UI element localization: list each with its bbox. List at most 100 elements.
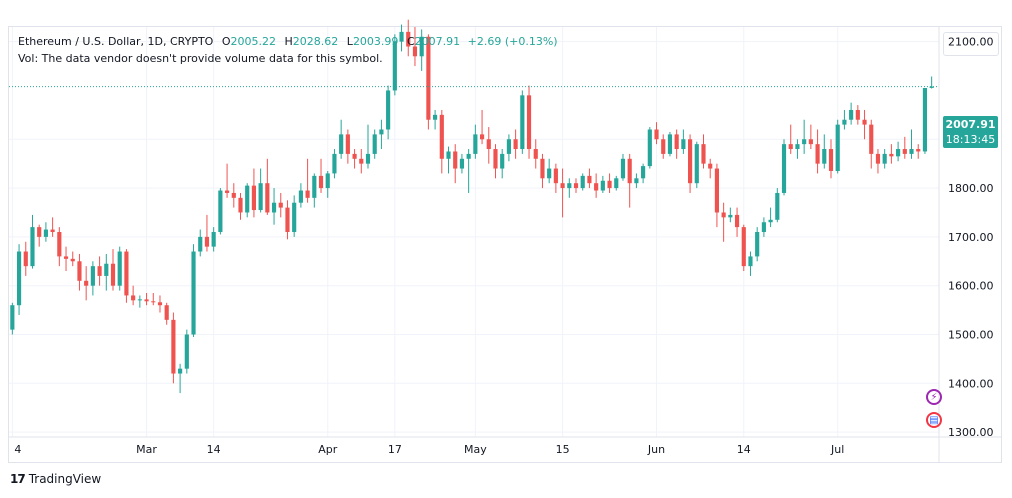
candle: [131, 285, 136, 306]
candle-body: [755, 232, 760, 257]
candle: [580, 173, 585, 191]
candle-body: [466, 153, 471, 159]
us-flag-icon[interactable]: ▤: [926, 412, 942, 428]
candle-body: [453, 151, 458, 169]
x-tick-label: 14: [207, 443, 221, 456]
time-axis: 4 Mar 14 Apr 17 May 15 Jun 14 Jul: [9, 436, 1002, 456]
candle-body: [674, 134, 679, 150]
candle: [365, 124, 371, 169]
candle-body: [775, 192, 780, 220]
candle-body: [607, 180, 612, 189]
candle: [862, 109, 867, 140]
candle: [734, 207, 740, 237]
candle-body: [862, 119, 867, 125]
candle: [37, 224, 42, 247]
x-tick-label: Mar: [136, 443, 157, 456]
open-value: 2005.22: [230, 35, 277, 48]
candle-body: [594, 183, 599, 191]
candle-body: [372, 134, 377, 154]
candle: [352, 149, 357, 169]
candle-body: [614, 178, 619, 189]
candle-body: [245, 185, 250, 213]
x-tick-label: 15: [556, 443, 570, 456]
candle: [466, 149, 471, 193]
candle: [654, 122, 659, 145]
candle-body: [540, 158, 545, 179]
candle-body: [802, 139, 807, 145]
candle: [761, 217, 766, 237]
candle-body: [352, 153, 357, 159]
candle-body: [151, 301, 156, 303]
candle-body: [97, 266, 102, 276]
candle: [560, 168, 565, 218]
candle-body: [339, 134, 344, 154]
candle-body: [446, 151, 451, 159]
candle-body: [547, 168, 552, 179]
y-tick-label: 1300.00: [948, 426, 994, 439]
candle: [855, 105, 860, 125]
candle-body: [137, 299, 142, 301]
candle-body: [251, 185, 257, 211]
candle: [312, 173, 317, 208]
lightning-icon[interactable]: ⚡: [926, 389, 942, 405]
close-label: C: [406, 35, 415, 48]
candle-body: [386, 90, 391, 130]
close-value: 2007.91: [414, 35, 461, 48]
y-tick-label: 1500.00: [948, 329, 994, 342]
candle: [399, 24, 404, 52]
symbol-search-box[interactable]: [943, 32, 999, 56]
candle: [164, 302, 169, 325]
candle-body: [781, 144, 787, 193]
candle: [795, 139, 800, 159]
candle: [607, 173, 612, 193]
candle: [77, 253, 82, 291]
candle: [594, 173, 599, 198]
candle: [379, 119, 384, 150]
candle-body: [768, 219, 773, 223]
candle-body: [10, 305, 15, 330]
candle-body: [433, 114, 438, 120]
candle: [687, 134, 693, 193]
candle-body: [788, 144, 793, 150]
candle-body: [271, 202, 277, 213]
candle: [748, 251, 753, 276]
candle-body: [379, 129, 384, 135]
candle: [674, 129, 679, 159]
candle-body: [734, 214, 740, 228]
y-tick-label: 1700.00: [948, 231, 994, 244]
candle-body: [748, 256, 753, 267]
candle-body: [184, 334, 189, 369]
candle: [781, 139, 787, 196]
candle: [587, 168, 592, 189]
candle: [808, 124, 813, 150]
candle-body: [365, 153, 371, 164]
brand-name: TradingView: [28, 472, 102, 486]
candle: [614, 175, 619, 191]
candle: [204, 214, 210, 252]
candle: [526, 85, 532, 159]
candle-body: [238, 197, 243, 213]
candle-body: [687, 139, 693, 184]
candle: [157, 295, 163, 313]
change-value: +2.69 (+0.13%): [467, 35, 558, 48]
candle-body: [647, 129, 652, 167]
candle: [681, 129, 686, 154]
candle: [500, 149, 505, 179]
candle: [479, 109, 485, 145]
candle: [493, 144, 498, 179]
candle-body: [486, 139, 491, 150]
candle-body: [553, 168, 558, 184]
candle: [211, 227, 216, 252]
candle-body: [104, 263, 109, 276]
tradingview-brand[interactable]: 17 TradingView: [10, 472, 101, 486]
candle: [473, 124, 478, 159]
candle-body: [701, 144, 706, 164]
candle-body: [110, 263, 116, 286]
candle-body: [157, 302, 163, 306]
candle: [84, 266, 89, 301]
low-label: L: [346, 35, 353, 48]
candle: [16, 244, 22, 315]
candle: [573, 178, 579, 193]
symbol-title: Ethereum / U.S. Dollar, 1D, CRYPTO: [18, 35, 214, 48]
